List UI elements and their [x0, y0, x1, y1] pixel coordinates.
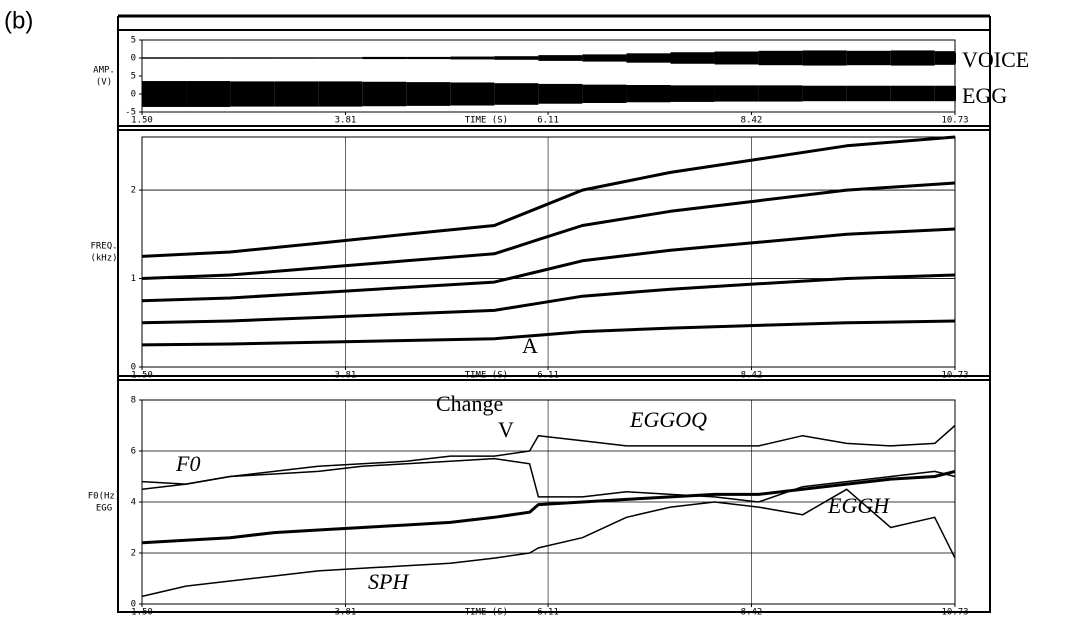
waveform-envelope	[935, 86, 955, 101]
waveform-envelope	[670, 85, 714, 102]
y-tick-label: 2	[131, 549, 136, 559]
y-tick-label: 5	[131, 36, 136, 46]
y-axis-label: (V)	[96, 78, 112, 88]
plot-area	[142, 137, 955, 367]
y-tick-label: 4	[131, 498, 136, 508]
series-label: F0	[175, 451, 200, 476]
waveform-envelope	[955, 86, 956, 101]
waveform-envelope	[494, 83, 538, 105]
waveform-envelope	[230, 57, 274, 58]
series-label: SPH	[368, 569, 409, 594]
waveform-envelope	[759, 51, 803, 65]
panel-label: (b)	[4, 7, 33, 34]
x-tick-label: 10.73	[941, 116, 968, 126]
waveform-envelope	[318, 81, 362, 106]
x-axis-label: TIME (S)	[465, 608, 508, 618]
waveform-envelope	[142, 57, 186, 58]
waveform-envelope	[406, 82, 450, 106]
annotation: V	[498, 417, 514, 442]
waveform-envelope	[538, 55, 582, 61]
waveform-envelope	[186, 81, 230, 107]
y-tick-label: 0	[131, 90, 136, 100]
waveform-envelope	[891, 50, 935, 65]
legend-label: EGG	[962, 83, 1007, 108]
waveform-envelope	[274, 81, 318, 106]
annotation: Change	[436, 391, 503, 416]
x-tick-label: 8.42	[741, 608, 763, 618]
waveform-envelope	[759, 85, 803, 101]
y-tick-label: 0	[131, 54, 136, 64]
y-axis-label: (kHz)	[90, 254, 117, 264]
y-axis-label: EGG	[96, 504, 112, 514]
waveform-envelope	[715, 85, 759, 101]
y-axis-label: FREQ.	[90, 242, 117, 252]
waveform-envelope	[935, 51, 955, 65]
waveform-envelope	[847, 51, 891, 65]
waveform-envelope	[803, 86, 847, 101]
waveform-envelope	[142, 81, 186, 107]
series-label: EGGH	[827, 493, 890, 518]
waveform-envelope	[362, 82, 406, 106]
figure: (b) 5050-51.503.816.118.4210.73TIME (S)A…	[0, 0, 1067, 619]
waveform-envelope	[406, 57, 450, 59]
series-label: EGGOQ	[629, 407, 707, 432]
x-tick-label: 8.42	[741, 116, 763, 126]
x-tick-label: 3.81	[335, 608, 357, 618]
x-tick-label: 1.50	[131, 116, 153, 126]
waveform-envelope	[538, 84, 582, 104]
waveform-envelope	[230, 81, 274, 106]
waveform-envelope	[274, 57, 318, 58]
y-tick-label: 1	[131, 274, 136, 284]
waveform-envelope	[450, 57, 494, 60]
waveform-envelope	[670, 52, 714, 64]
waveform-envelope	[803, 50, 847, 65]
series-line	[142, 229, 955, 301]
y-tick-label: 8	[131, 396, 136, 406]
waveform-envelope	[186, 57, 230, 58]
waveform-envelope	[450, 82, 494, 105]
x-tick-label: 3.81	[335, 116, 357, 126]
waveform-envelope	[891, 86, 935, 101]
series-line	[142, 275, 955, 323]
waveform-envelope	[362, 57, 406, 59]
y-tick-label: 2	[131, 186, 136, 196]
x-tick-label: 6.11	[537, 116, 559, 126]
annotation: A	[522, 333, 538, 358]
x-tick-label: 1.50	[131, 608, 153, 618]
waveform-envelope	[715, 52, 759, 65]
waveform-envelope	[955, 53, 956, 64]
y-tick-label: 5	[131, 72, 136, 82]
x-axis-label: TIME (S)	[465, 116, 508, 126]
waveform-envelope	[582, 54, 626, 61]
x-tick-label: 10.73	[941, 608, 968, 618]
waveform-envelope	[626, 53, 670, 62]
waveform-envelope	[318, 57, 362, 58]
waveform-envelope	[494, 56, 538, 60]
y-axis-label: AMP.	[93, 66, 115, 76]
series-line	[142, 183, 955, 279]
legend-label: VOICE	[962, 47, 1029, 72]
series-line	[142, 137, 955, 256]
waveform-envelope	[626, 85, 670, 102]
x-tick-label: 6.11	[537, 608, 559, 618]
waveform-envelope	[847, 86, 891, 101]
series-line	[142, 321, 955, 345]
y-axis-label: F0(Hz)	[88, 492, 121, 502]
y-tick-label: 6	[131, 447, 136, 457]
waveform-envelope	[582, 85, 626, 103]
panel-box	[118, 130, 990, 376]
